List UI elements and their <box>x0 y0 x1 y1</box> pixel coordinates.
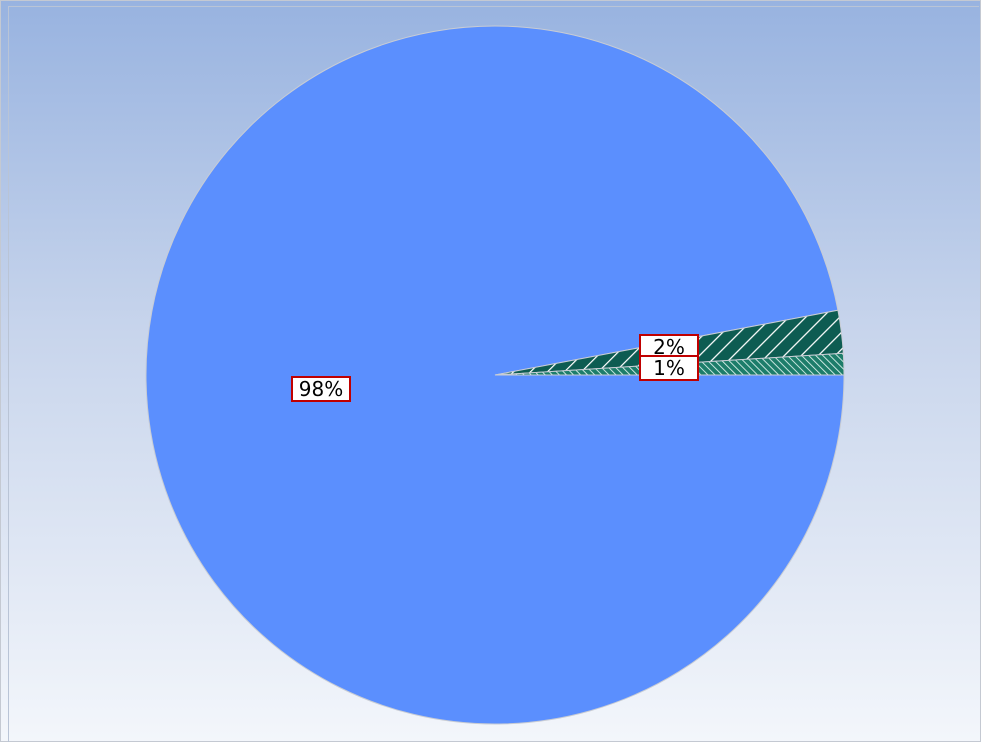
data-label-box <box>291 376 351 402</box>
data-label-text: 1% <box>653 356 685 380</box>
data-labels: 98%2%1% <box>291 334 699 402</box>
pie-slices <box>145 25 845 725</box>
data-label-1pct: 1% <box>639 355 699 381</box>
data-label-text: 98% <box>299 377 343 401</box>
data-label-98pct: 98% <box>291 376 351 402</box>
data-label-box <box>639 355 699 381</box>
